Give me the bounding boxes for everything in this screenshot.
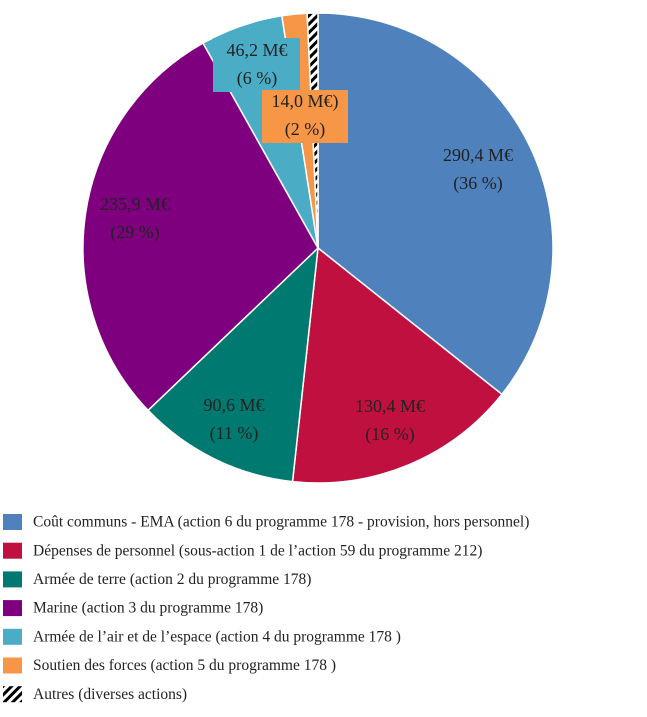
data-label: (11 %) (210, 423, 259, 444)
legend-swatch (3, 657, 22, 674)
legend-swatch (3, 514, 22, 530)
data-label: (16 %) (365, 424, 414, 445)
legend-label: Autres (diverses actions) (33, 686, 187, 703)
data-label: 290,4 M€ (443, 145, 513, 165)
data-label: 130,4 M€ (355, 396, 425, 416)
data-label: 46,2 M€ (226, 40, 287, 60)
pie-slice (291, 246, 503, 484)
legend-label: Marine (action 3 du programme 178) (33, 600, 263, 617)
data-label: (6 %) (237, 68, 277, 89)
label-box (262, 90, 348, 143)
legend-swatch (3, 628, 22, 645)
legend-swatch (3, 542, 22, 559)
data-label: (2 %) (285, 119, 325, 140)
legend-swatch (3, 600, 22, 617)
data-label: (36 %) (453, 173, 502, 194)
pie-slice (147, 246, 319, 483)
legend-label: Armée de l’air et de l’espace (action 4 … (33, 628, 401, 645)
legend-swatch (3, 571, 22, 588)
legend-swatch (3, 686, 22, 703)
data-label: 235,9 M€ (100, 194, 170, 214)
pie-slice (82, 42, 319, 412)
legend-label: Dépenses de personnel (sous-action 1 de … (33, 542, 482, 559)
pie-slice (317, 12, 554, 396)
data-label: (29 %) (110, 222, 159, 243)
legend-label: Coût communs - EMA (action 6 du programm… (33, 514, 529, 531)
label-box (213, 38, 300, 92)
data-label: 14,0 M€) (272, 91, 339, 112)
data-label: 90,6 M€ (203, 395, 264, 415)
legend-label: Armée de terre (action 2 du programme 17… (33, 571, 311, 588)
legend-label: Soutien des forces (action 5 du programm… (33, 657, 336, 674)
